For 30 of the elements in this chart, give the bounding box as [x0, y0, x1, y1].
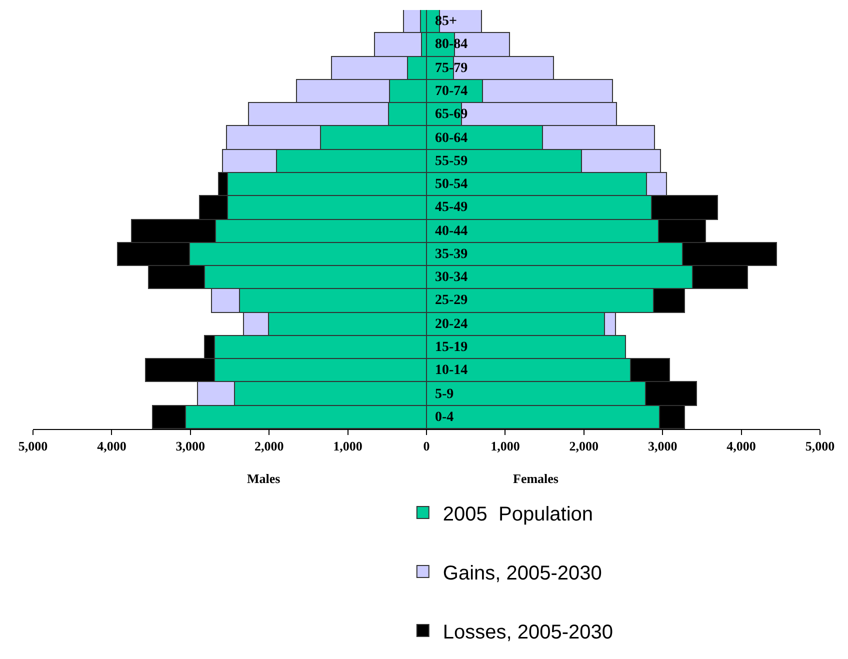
x-tick-label: 3,000 — [176, 438, 206, 454]
x-tick-label: 3,000 — [648, 438, 678, 454]
x-tick-label: 1,000 — [333, 438, 362, 454]
legend-label: Gains, 2005-2030 — [442, 562, 602, 584]
y-tick-label: 70-74 — [435, 84, 468, 99]
text: Females — [513, 471, 558, 486]
y-tick-label: 15-19 — [435, 340, 468, 355]
x-tick-label: 5,000 — [18, 438, 48, 454]
y-tick-label: 30-34 — [435, 270, 468, 285]
y-tick-label: 0-4 — [435, 410, 454, 425]
y-tick-label: 35-39 — [435, 247, 468, 262]
y-tick-label: 50-54 — [435, 177, 468, 192]
text: Males — [247, 471, 280, 486]
y-tick-label: 55-59 — [435, 154, 468, 169]
y-tick-label: 45-49 — [435, 200, 468, 215]
y-tick-label: 5-9 — [435, 387, 454, 402]
x-tick-label: 2,000 — [254, 438, 284, 454]
y-tick-label: 60-64 — [435, 131, 468, 146]
x-tick-label: 5,000 — [805, 438, 835, 454]
y-tick-label: 40-44 — [435, 224, 468, 239]
legend-label: Losses, 2005-2030 — [442, 621, 614, 644]
x-tick-label: 1,000 — [490, 438, 520, 454]
legend-label: 2005 Population — [442, 503, 594, 526]
x-tick-label: 4,000 — [97, 438, 126, 454]
y-tick-label: 25-29 — [435, 293, 468, 308]
y-tick-label: 20-24 — [435, 317, 468, 332]
y-tick-label: 10-14 — [435, 363, 468, 378]
x-tick-label: 4,000 — [726, 438, 756, 454]
x-tick-label: 0 — [423, 438, 430, 454]
x-tick-label: 2,000 — [569, 438, 599, 454]
